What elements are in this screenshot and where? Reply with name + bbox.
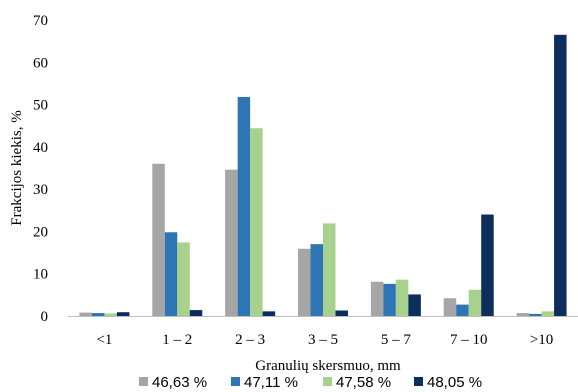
bar [370,281,384,316]
bar [323,223,336,316]
bar [516,313,530,316]
bar [225,169,238,316]
legend-label: 47,11 % [244,374,298,391]
legend-label: 47,58 % [336,374,391,391]
bar [481,214,494,316]
x-tick-label: 7 – 10 [450,332,488,348]
x-tick-label: 1 – 2 [162,332,192,348]
bar [408,294,421,316]
bar [91,313,105,316]
y-tick-label: 70 [33,13,48,29]
y-axis: 0 10 20 30 40 50 60 70 [33,13,48,325]
legend-label: 48,05 % [427,374,482,391]
y-tick-label: 60 [33,55,48,71]
legend-swatch [323,377,332,386]
bar [554,34,567,317]
y-tick-label: 10 [33,267,48,283]
legend: 46,63 % 47,11 % 47,58 % 48,05 % [139,374,482,391]
y-tick-label: 50 [33,98,48,114]
x-tick-label: >10 [530,332,553,348]
x-axis-title: Granulių skersmuo, mm [255,358,401,374]
bar [177,242,190,316]
y-tick-label: 40 [33,140,48,156]
bar [250,128,263,316]
bar [79,312,92,316]
legend-swatch [139,377,148,386]
legend-label: 46,63 % [152,374,207,391]
y-tick-label: 20 [33,224,48,240]
legend-swatch [231,377,240,386]
bar [310,244,323,316]
bar [164,232,178,316]
x-tick-label: 2 – 3 [235,332,265,348]
bar [262,311,276,316]
x-tick-label: 5 – 7 [381,332,412,348]
bar [456,304,469,316]
bar [335,310,348,316]
bar [116,312,130,316]
bar [468,289,482,316]
bar [152,163,165,316]
x-tick-label: 3 – 5 [308,332,338,348]
bar [541,311,555,316]
bar [529,313,542,316]
bar [237,96,251,317]
x-tick-label: <1 [96,332,112,348]
bars-group [79,34,567,317]
y-tick-label: 30 [33,182,48,198]
y-tick-label: 0 [41,309,49,325]
y-axis-title: Frakcijos kiekis, % [9,110,25,225]
bar [189,310,203,316]
bar [443,298,457,316]
bar [104,313,117,316]
bar [383,283,396,316]
x-axis: <1 1 – 2 2 – 3 3 – 5 5 – 7 7 – 10 >10 [96,332,553,348]
bar [395,279,409,316]
legend-swatch [414,377,423,386]
bar [298,248,311,316]
